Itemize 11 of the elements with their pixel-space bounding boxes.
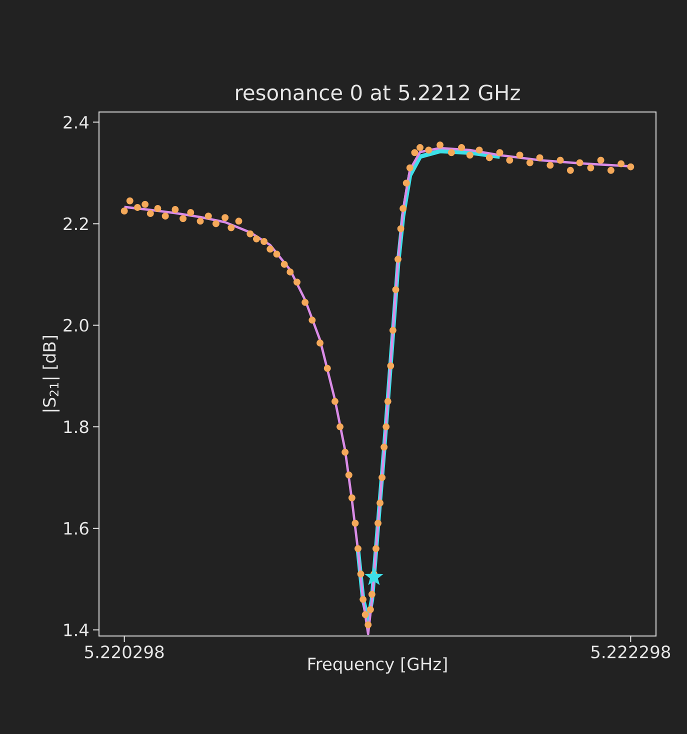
y-tick-label: 1.4	[64, 624, 89, 636]
y-tick-label: 2.2	[64, 217, 88, 230]
x-axis-title: Frequency [GHz]	[308, 657, 447, 674]
y-tick-label: 2.0	[64, 318, 88, 332]
y-axis-title: |S$_{21}$| [dB]	[42, 336, 60, 412]
y-tick-label: 1.8	[64, 420, 88, 434]
y-tick-label: 2.4	[64, 116, 89, 128]
y-tick-label: 1.6	[64, 522, 88, 535]
chart-title: resonance 0 at 5.2212 GHz	[236, 84, 520, 100]
x-tick-label: 5.220298	[85, 646, 164, 658]
x-tick-label: 5.222298	[591, 646, 670, 658]
